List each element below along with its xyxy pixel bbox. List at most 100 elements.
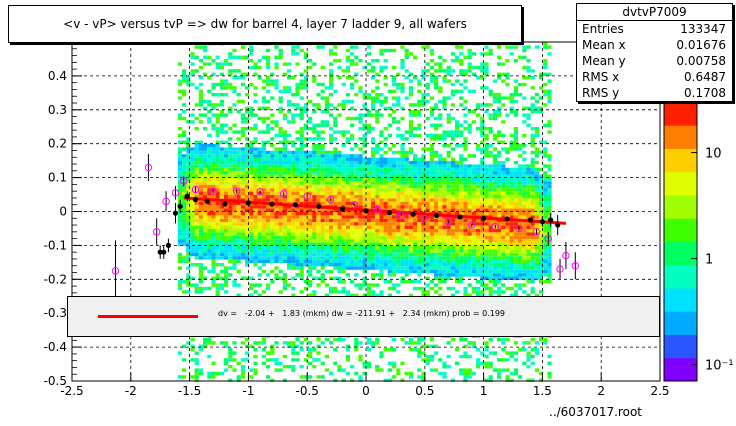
density-cell [341, 229, 346, 233]
density-cell [539, 263, 544, 267]
density-cell [329, 161, 334, 165]
density-cell [492, 218, 497, 223]
density-cell [505, 266, 510, 270]
density-cell [463, 256, 468, 260]
density-cell [274, 242, 279, 246]
density-cell [505, 167, 510, 172]
density-cell [224, 266, 229, 270]
density-cell [497, 256, 502, 260]
density-cell [211, 150, 216, 155]
density-cell [324, 188, 329, 192]
density-cell [522, 82, 527, 87]
density-cell [526, 164, 531, 168]
density-cell [236, 249, 241, 253]
density-cell [438, 113, 443, 117]
density-cell [530, 239, 535, 243]
density-cell [362, 266, 367, 270]
density-cell [530, 110, 535, 114]
density-cell [442, 266, 447, 270]
density-cell [320, 201, 325, 206]
density-cell [450, 52, 455, 56]
density-cell [434, 239, 439, 243]
density-cell [232, 201, 237, 206]
density-cell [207, 188, 212, 192]
density-cell [526, 358, 531, 362]
density-cell [492, 242, 497, 246]
density-cell [434, 184, 439, 189]
density-cell [387, 222, 392, 226]
density-cell [329, 263, 334, 267]
density-cell [295, 137, 300, 141]
density-cell [392, 198, 397, 202]
density-cell [316, 181, 321, 185]
density-cell [194, 127, 199, 131]
density-cell [224, 174, 229, 178]
density-cell [442, 280, 447, 284]
density-cell [257, 283, 262, 287]
density-cell [219, 110, 224, 114]
density-cell [534, 201, 539, 206]
density-cell [266, 181, 271, 185]
density-cell [266, 222, 271, 226]
density-cell [270, 137, 275, 141]
density-cell [308, 222, 313, 226]
density-cell [379, 276, 384, 280]
density-cell [308, 239, 313, 243]
density-cell [337, 252, 342, 257]
density-cell [534, 259, 539, 263]
density-cell [266, 252, 271, 257]
density-cell [299, 273, 304, 277]
density-cell [492, 201, 497, 206]
density-cell [228, 212, 233, 216]
density-cell [413, 133, 418, 138]
density-cell [497, 276, 502, 280]
density-cell [320, 120, 325, 124]
density-cell [530, 252, 535, 257]
density-cell [228, 222, 233, 226]
density-cell [329, 164, 334, 168]
density-cell [434, 82, 439, 87]
density-cell [211, 249, 216, 253]
density-cell [459, 269, 464, 274]
density-cell [543, 195, 548, 199]
density-cell [467, 174, 472, 178]
density-cell [501, 181, 506, 185]
density-cell [383, 378, 388, 382]
density-cell [182, 184, 187, 189]
density-cell [261, 208, 266, 212]
density-cell [438, 171, 443, 175]
density-cell [190, 150, 195, 155]
density-cell [488, 130, 493, 134]
density-cell [274, 273, 279, 277]
density-cell [312, 232, 317, 236]
density-cell [345, 225, 350, 229]
density-cell [392, 242, 397, 246]
density-cell [509, 249, 514, 253]
density-cell [484, 361, 489, 365]
density-cell [442, 79, 447, 83]
density-cell [366, 167, 371, 172]
density-cell [434, 137, 439, 141]
density-cell [366, 293, 371, 297]
density-cell [455, 42, 460, 46]
density-cell [400, 184, 405, 189]
density-cell [509, 174, 514, 178]
density-cell [497, 178, 502, 182]
density-cell [509, 188, 514, 192]
density-cell [442, 222, 447, 226]
density-cell [291, 358, 296, 362]
density-cell [501, 246, 506, 250]
density-cell [228, 82, 233, 87]
density-cell [177, 242, 182, 246]
density-cell [446, 201, 451, 206]
density-cell [362, 232, 367, 236]
density-cell [282, 222, 287, 226]
density-cell [446, 259, 451, 263]
density-cell [366, 242, 371, 246]
density-cell [375, 273, 380, 277]
density-cell [291, 239, 296, 243]
density-cell [236, 208, 241, 212]
density-cell [505, 276, 510, 280]
density-cell [282, 341, 287, 345]
density-cell [425, 198, 430, 202]
